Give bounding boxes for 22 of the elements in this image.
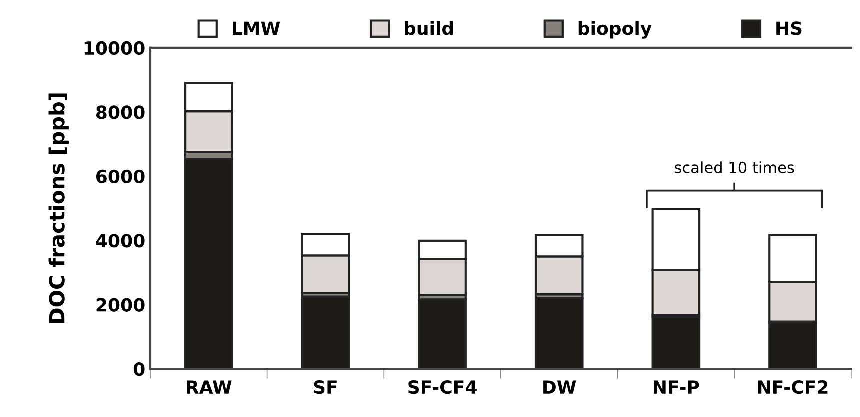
bar [418,298,467,370]
y-tick-label: 2000 [96,298,145,312]
bar [534,297,584,370]
y-tick-label: 8000 [96,106,145,120]
x-tick-label: NF-P [654,380,700,394]
y-axis-title: DOC fractions [ppb] [48,94,69,324]
y-tick-label: 10000 [84,41,145,56]
legend-label: build [405,21,454,36]
y-tick-label: 4000 [96,234,145,248]
annotation: scaled 10 times [675,162,794,174]
legend-label: biopoly [578,21,652,39]
x-tick-label: DW [544,380,576,394]
x-tick-label: SF [314,380,337,394]
bar [301,296,350,370]
y-tick-label: 0 [134,362,145,376]
x-tick-label: SF-CF4 [408,380,477,394]
legend-label: LMW [233,22,280,36]
x-tick-label: RAW [187,380,232,394]
legend-label: HS [776,22,802,36]
x-tick-label: NF-CF2 [758,380,828,394]
bar [652,316,701,370]
y-tick-label: 6000 [96,170,145,184]
